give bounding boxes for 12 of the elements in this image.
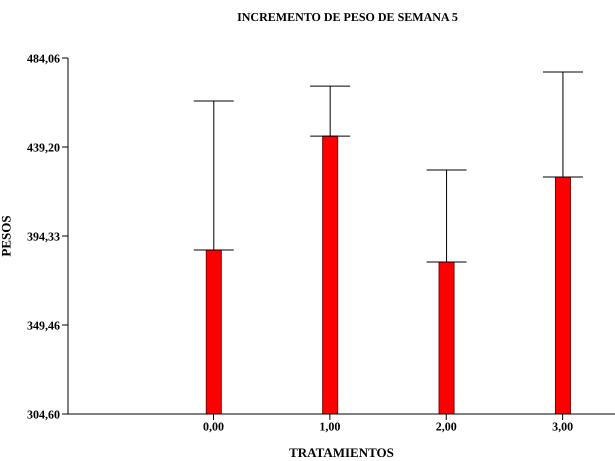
y-axis-title: PESOS [0, 215, 14, 257]
y-tick-label: 484,06 [27, 51, 60, 66]
x-tick-label: 1,00 [319, 420, 340, 434]
y-tick-label: 349,46 [27, 318, 60, 332]
x-tick-label: 2,00 [436, 420, 457, 434]
x-axis-title: TRATAMIENTOS [289, 445, 394, 460]
chart-title: INCREMENTO DE PESO DE SEMANA 5 [236, 10, 459, 25]
x-tick-label: 0,00 [202, 420, 224, 434]
x-tick-label: 3,00 [552, 420, 574, 434]
y-tick-label: 304,60 [27, 407, 60, 422]
y-tick-label: 394,33 [27, 229, 60, 244]
y-tick-label: 439,20 [27, 140, 60, 154]
